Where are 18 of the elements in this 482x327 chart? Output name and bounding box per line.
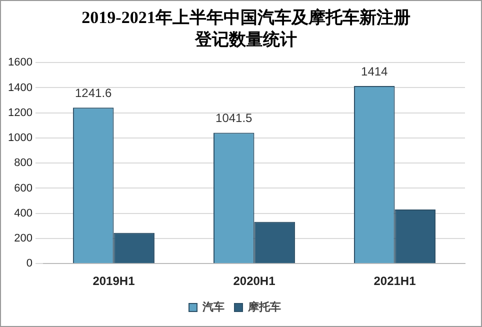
y-tick-label: 0 [26,258,32,270]
x-tick-label: 2020H1 [233,274,276,288]
y-tick-label: 800 [14,157,32,170]
y-tick-label: 200 [14,232,32,245]
y-tick-label: 1600 [8,56,32,69]
x-tick-label: 2019H1 [92,274,136,288]
y-tick-label: 1000 [8,132,32,144]
data-label: 1241.6 [75,86,112,100]
y-tick-label: 600 [14,182,32,194]
y-tick-label: 1400 [8,82,32,94]
legend-label: 摩托车 [247,300,281,314]
data-label: 1414 [361,64,388,78]
y-tick-label: 400 [14,207,32,220]
y-tick-label: 1200 [8,106,32,119]
legend-label: 汽车 [202,300,224,314]
chart-title: 2019-2021年上半年中国汽车及摩托车新注册登记数量统计 [81,7,411,51]
x-tick-label: 2021H1 [374,274,416,288]
data-label: 1041.5 [216,111,253,126]
